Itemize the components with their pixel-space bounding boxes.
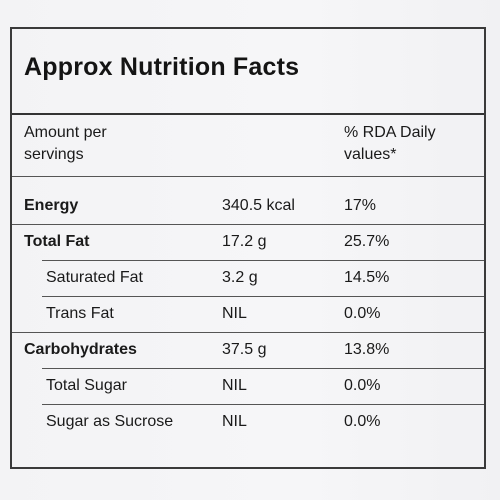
row-divider: [42, 296, 484, 297]
nutrient-amount: NIL: [222, 377, 247, 394]
nutrient-name: Sugar as Sucrose: [46, 413, 174, 430]
amount-per-servings-header: Amount per servings: [24, 122, 107, 166]
row-divider: [12, 224, 484, 225]
row-divider: [42, 368, 484, 369]
nutrient-name: Total Sugar: [46, 377, 127, 394]
nutrient-rda: 0.0%: [344, 413, 381, 430]
nutrient-name: Saturated Fat: [46, 269, 143, 286]
nutrition-title: Approx Nutrition Facts: [24, 53, 300, 81]
row-divider: [12, 332, 484, 333]
rda-daily-values-header: % RDA Daily values*: [344, 122, 436, 166]
nutrient-amount: 17.2 g: [222, 233, 267, 250]
nutrient-amount: NIL: [222, 305, 247, 322]
nutrient-amount: 37.5 g: [222, 341, 267, 358]
header-rda-line1: % RDA Daily: [344, 124, 436, 141]
header-amount-line1: Amount per: [24, 124, 107, 141]
nutrient-name: Energy: [24, 197, 79, 214]
nutrient-rda: 25.7%: [344, 233, 390, 250]
nutrient-rda: 13.8%: [344, 341, 390, 358]
nutrient-rda: 17%: [344, 197, 377, 214]
header-rda-line2: values*: [344, 146, 397, 163]
nutrient-amount: NIL: [222, 413, 247, 430]
title-divider: [12, 113, 484, 115]
nutrient-rda: 0.0%: [344, 305, 381, 322]
header-amount-line2: servings: [24, 146, 84, 163]
nutrient-name: Total Fat: [24, 233, 90, 250]
row-divider: [42, 260, 484, 261]
nutrition-facts-panel: Approx Nutrition Facts Amount per servin…: [10, 27, 486, 469]
nutrient-rda: 14.5%: [344, 269, 390, 286]
row-divider: [42, 404, 484, 405]
nutrient-rda: 0.0%: [344, 377, 381, 394]
nutrient-amount: 3.2 g: [222, 269, 258, 286]
nutrient-amount: 340.5 kcal: [222, 197, 295, 214]
header-divider: [12, 176, 484, 177]
nutrient-name: Trans Fat: [46, 305, 114, 322]
nutrient-name: Carbohydrates: [24, 341, 137, 358]
